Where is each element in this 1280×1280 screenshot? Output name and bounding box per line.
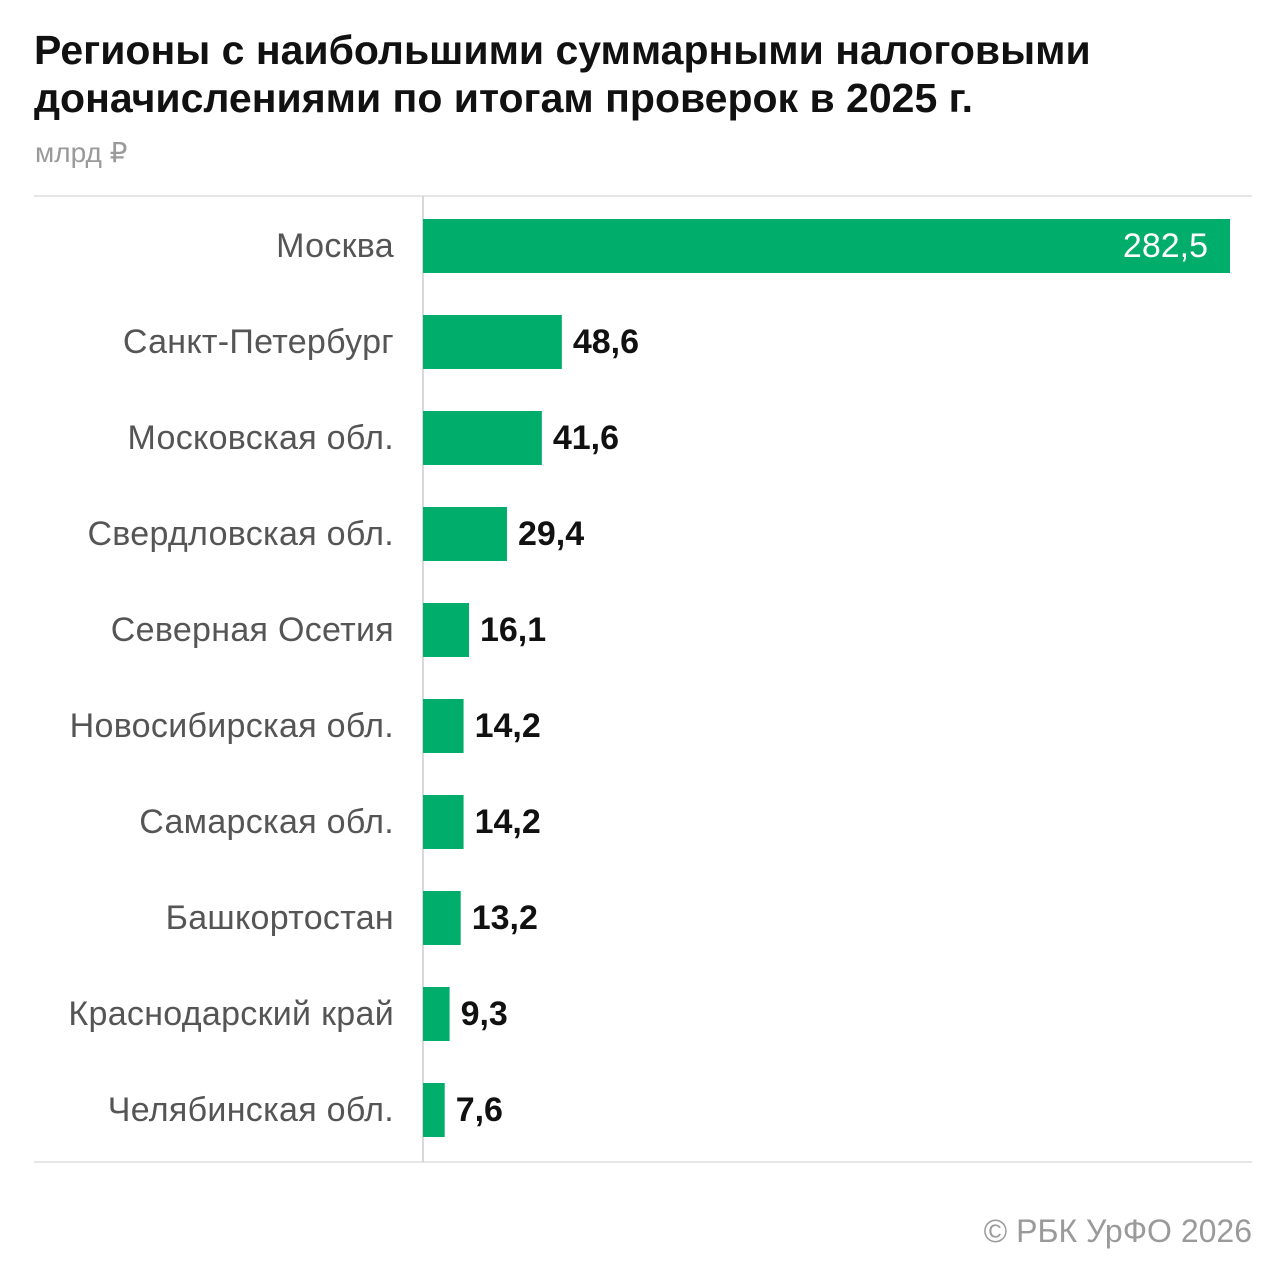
source-credit: © РБК УрФО 2026: [983, 1213, 1252, 1249]
bar: [423, 987, 450, 1041]
bar: [423, 507, 507, 561]
category-label: Москва: [276, 227, 394, 265]
bar: [423, 315, 562, 369]
category-label: Башкортостан: [166, 899, 394, 937]
value-label: 9,3: [461, 995, 508, 1033]
category-label: Самарская обл.: [139, 803, 394, 841]
value-label: 29,4: [518, 515, 584, 553]
category-label: Московская обл.: [128, 419, 395, 457]
value-label: 41,6: [553, 419, 619, 457]
category-label: Краснодарский край: [68, 995, 394, 1033]
value-label: 7,6: [456, 1091, 503, 1129]
category-label: Санкт-Петербург: [123, 323, 394, 361]
bar: [423, 603, 469, 657]
bar: [423, 219, 1230, 273]
value-label: 13,2: [472, 899, 538, 937]
bar: [423, 891, 461, 945]
value-label: 282,5: [1123, 227, 1208, 265]
category-label: Новосибирская обл.: [70, 707, 394, 745]
category-label: Северная Осетия: [111, 611, 394, 649]
value-label: 16,1: [480, 611, 546, 649]
unit-label: млрд ₽: [35, 137, 128, 168]
value-label: 14,2: [475, 707, 541, 745]
bar: [423, 411, 542, 465]
value-label: 14,2: [475, 803, 541, 841]
category-label: Челябинская обл.: [108, 1091, 394, 1129]
bar: [423, 795, 464, 849]
category-label: Свердловская обл.: [87, 515, 394, 553]
bar: [423, 699, 464, 753]
value-label: 48,6: [573, 323, 639, 361]
bar: [423, 1083, 445, 1137]
chart-title: Регионы с наибольшими суммарными налогов…: [34, 27, 1091, 121]
